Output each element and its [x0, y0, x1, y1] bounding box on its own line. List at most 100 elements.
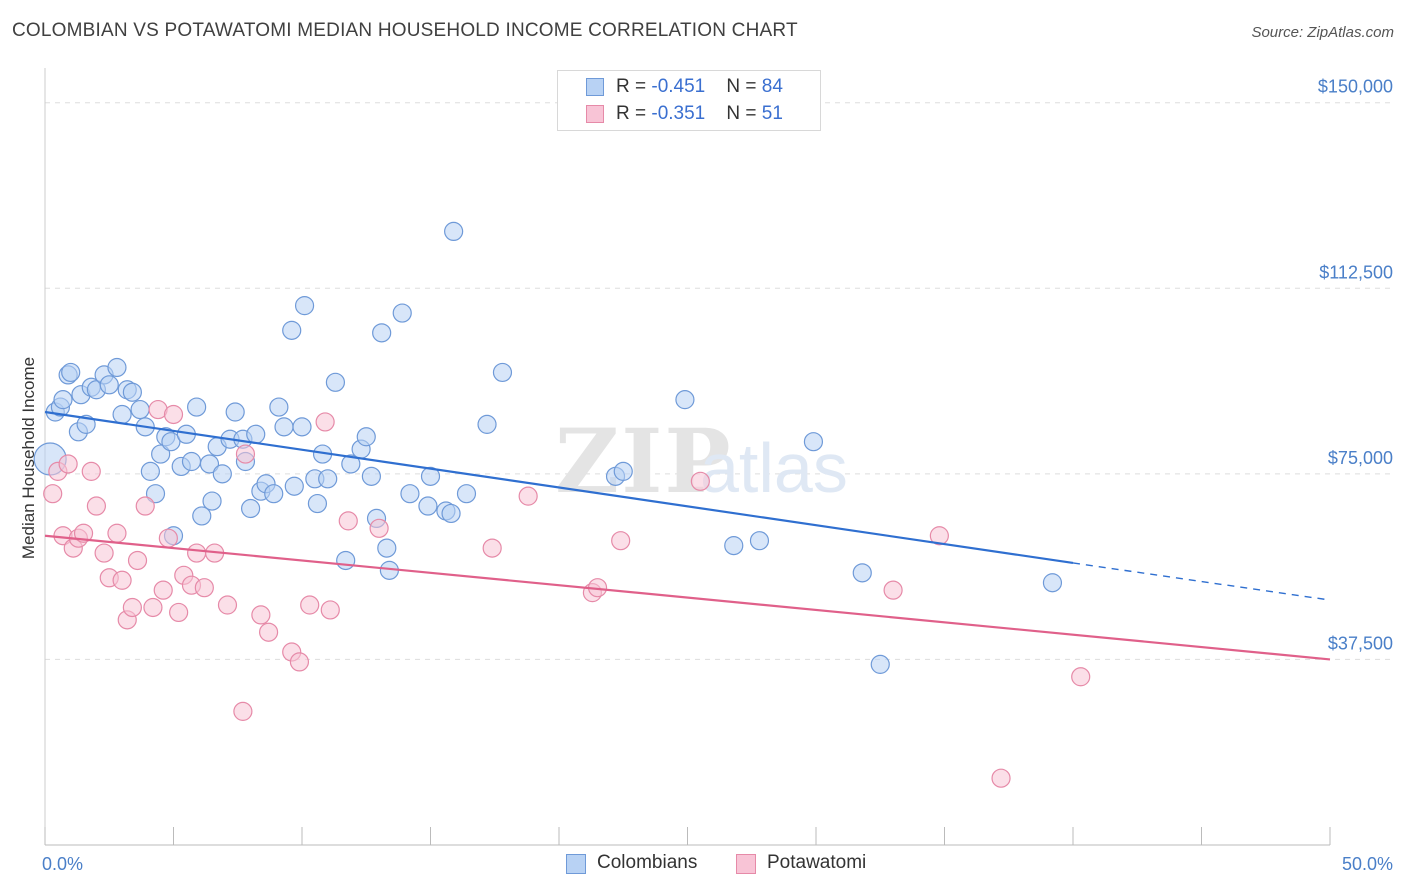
colombians-point [477, 414, 497, 434]
potawatomi-point [43, 484, 63, 504]
colombians-point [361, 466, 381, 486]
potawatomi-point [929, 526, 949, 546]
potawatomi-point [1071, 667, 1091, 687]
colombians-point [130, 399, 150, 420]
legend-label: Colombians [597, 852, 698, 873]
colombians-point [292, 417, 312, 437]
potawatomi-point [86, 496, 107, 516]
colombians-points [33, 221, 1063, 674]
colombians-point [140, 461, 160, 481]
colombians-point [99, 375, 119, 395]
potawatomi-point [300, 595, 320, 615]
colombians-point [392, 303, 412, 323]
colombians-point [852, 563, 872, 583]
colombians-point [307, 493, 328, 514]
correlation-legend: R = -0.451 N = 84 R = -0.351 N = 51 [557, 70, 821, 131]
colombians-point [187, 397, 207, 417]
colombians-point [803, 432, 824, 452]
colombians-point [325, 372, 346, 392]
potawatomi-point [883, 580, 903, 600]
colombians-trend-extension [1072, 562, 1331, 601]
potawatomi-point [369, 518, 389, 538]
y-tick-label: $37,500 [1328, 633, 1393, 653]
y-tick-label: $112,500 [1319, 262, 1393, 282]
colombians-point [107, 357, 127, 378]
potawatomi-point [122, 597, 142, 618]
colombians-point [199, 454, 220, 474]
potawatomi-point [94, 543, 114, 563]
n-label: N = [726, 76, 762, 97]
colombians-point [675, 390, 695, 410]
n-label: N = [726, 103, 762, 124]
y-tick-labels: $37,500 $75,000 $112,500 $150,000 [1318, 77, 1393, 654]
colombians-point [112, 404, 132, 425]
colombians-point [444, 221, 464, 241]
x-tick-labels: 0.0% 50.0% [42, 854, 1393, 874]
legend-row-colombians: R = -0.451 N = 84 [558, 74, 783, 100]
watermark: ZIP atlas [555, 409, 848, 513]
legend-label: Potawatomi [767, 852, 867, 873]
potawatomi-point [143, 597, 163, 618]
potawatomi-point [81, 461, 101, 481]
n-value: 51 [761, 103, 783, 124]
potawatomi-point [338, 511, 358, 531]
colombians-point [225, 402, 245, 422]
potawatomi-point [217, 595, 238, 615]
colombians-point [441, 503, 461, 524]
colombians-point [284, 476, 304, 496]
potawatomi-swatch [736, 854, 756, 874]
potawatomi-point [158, 528, 178, 548]
potawatomi-point [289, 652, 310, 672]
colombians-point [282, 320, 302, 340]
r-value: -0.451 [651, 76, 706, 97]
colombians-point [870, 654, 890, 674]
x-tick-label: 50.0% [1342, 854, 1393, 874]
colombians-point [212, 464, 232, 484]
colombians-point [420, 466, 441, 486]
r-label: R = [616, 103, 652, 124]
colombians-point [53, 390, 73, 410]
colombians-point [456, 484, 477, 504]
colombians-trend-line [44, 410, 1074, 565]
colombians-point [202, 491, 222, 511]
potawatomi-point [58, 454, 78, 474]
colombians-point [192, 506, 212, 526]
potawatomi-point [112, 570, 132, 590]
potawatomi-point [991, 768, 1011, 788]
colombians-point [241, 498, 261, 519]
potawatomi-point [258, 622, 279, 642]
colombians-point [246, 424, 266, 444]
colombians-point [749, 531, 770, 551]
r-label: R = [616, 76, 652, 97]
colombians-point [122, 382, 142, 402]
colombians-point [318, 469, 338, 489]
y-tick-label: $75,000 [1328, 448, 1393, 468]
n-value: 84 [761, 76, 783, 97]
potawatomi-point [153, 580, 173, 600]
trend-lines [44, 410, 1331, 661]
potawatomi-point [233, 701, 253, 721]
colombians-point [418, 496, 438, 516]
colombians-point [269, 397, 289, 417]
potawatomi-point [194, 578, 214, 598]
potawatomi-point [127, 550, 148, 571]
colombians-point [492, 362, 513, 383]
colombians-point [377, 538, 397, 558]
colombians-point [341, 454, 361, 474]
colombians-point [356, 427, 376, 447]
colombians-point [181, 451, 202, 472]
legend-row-potawatomi: R = -0.351 N = 51 [558, 101, 783, 127]
potawatomi-point [169, 602, 189, 623]
colombians-point [151, 444, 171, 464]
potawatomi-point [163, 404, 184, 425]
legend-row-text: R = -0.351 N = 51 [616, 103, 783, 125]
colombians-point [400, 484, 420, 504]
colombians-point [336, 550, 356, 571]
svg-text:ZIP: ZIP [555, 409, 733, 513]
potawatomi-point [187, 543, 207, 563]
colombians-point [264, 484, 284, 504]
colombians-point [1042, 573, 1063, 593]
r-value: -0.351 [651, 103, 706, 124]
y-tick-label: $150,000 [1318, 77, 1393, 97]
potawatomi-point [107, 523, 127, 543]
